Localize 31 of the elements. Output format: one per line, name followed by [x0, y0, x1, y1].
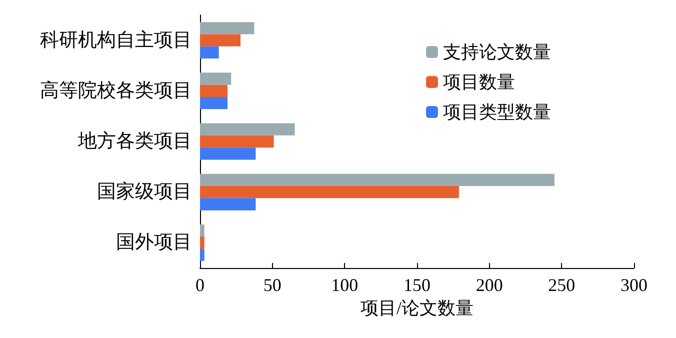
bar [200, 224, 204, 237]
x-tick-label: 100 [331, 275, 358, 295]
x-tick-label: 300 [620, 275, 648, 295]
legend-label: 项目数量 [443, 72, 515, 92]
x-tick-label: 200 [476, 275, 503, 295]
legend-label: 支持论文数量 [443, 42, 551, 62]
y-tick-label: 高等院校各类项目 [40, 79, 192, 102]
y-tick-label: 科研机构自主项目 [40, 28, 192, 51]
bar [200, 135, 274, 148]
bar [200, 123, 295, 136]
x-tick-label: 50 [263, 275, 282, 295]
bar [200, 186, 459, 198]
legend-label: 项目类型数量 [443, 102, 551, 122]
x-tick-label: 150 [404, 275, 430, 295]
bar [200, 84, 228, 97]
bar [200, 96, 228, 110]
bar [200, 248, 204, 261]
bar [200, 198, 256, 210]
y-tick-label: 国外项目 [116, 232, 192, 254]
x-tick-label: 0 [196, 275, 204, 295]
bar [200, 174, 554, 186]
bar [200, 46, 219, 59]
y-tick-label: 国家级项目 [97, 180, 192, 203]
bar [200, 148, 256, 160]
x-axis-title: 项目/论文数量 [360, 298, 474, 318]
y-tick-label: 地方各类项目 [77, 130, 192, 152]
x-tick-label: 250 [548, 275, 576, 295]
bar [200, 22, 254, 34]
bar [200, 72, 232, 85]
bar [200, 34, 241, 46]
bar [200, 236, 204, 249]
